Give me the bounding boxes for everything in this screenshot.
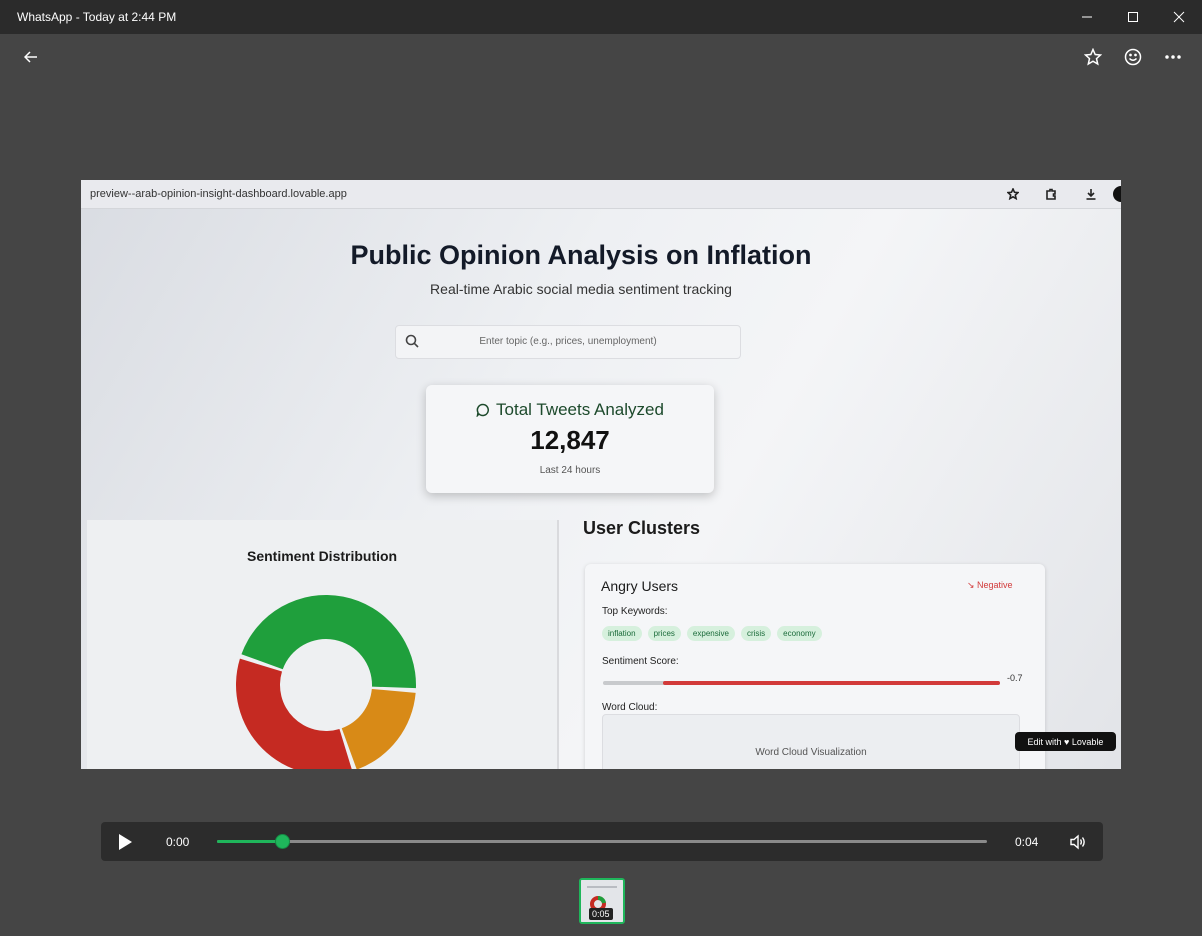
search-icon — [405, 334, 419, 353]
word-cloud-label: Word Cloud: — [602, 702, 658, 713]
keyword-tag: inflation — [602, 626, 642, 641]
play-button[interactable] — [115, 832, 135, 852]
react-button[interactable] — [1120, 44, 1146, 70]
word-cloud-placeholder: Word Cloud Visualization — [755, 747, 867, 758]
star-button[interactable] — [1080, 44, 1106, 70]
sentiment-title: Sentiment Distribution — [247, 548, 398, 564]
minimize-icon — [1082, 16, 1092, 18]
video-frame[interactable]: preview--arab-opinion-insight-dashboard.… — [81, 180, 1121, 769]
thumbnail-duration: 0:05 — [589, 908, 613, 920]
keyword-tag: prices — [647, 626, 681, 641]
word-cloud-box: Word Cloud Visualization — [602, 714, 1020, 769]
maximize-icon — [1128, 12, 1138, 22]
bookmark-star-icon — [1005, 186, 1021, 202]
total-tweets-card: Total Tweets Analyzed 12,847 Last 24 hou… — [426, 385, 714, 493]
sentiment-score-fill — [662, 681, 1000, 685]
more-button[interactable] — [1160, 44, 1186, 70]
minimize-button[interactable] — [1064, 0, 1110, 34]
seek-progress — [217, 840, 283, 843]
sentiment-panel: Sentiment Distribution — [87, 520, 559, 769]
browser-address-bar: preview--arab-opinion-insight-dashboard.… — [81, 180, 1121, 209]
total-tweets-sublabel: Last 24 hours — [539, 465, 601, 476]
title-bar: WhatsApp - Today at 2:44 PM — [0, 0, 1202, 34]
keyword-tag: expensive — [686, 626, 735, 641]
sentiment-score-label: Sentiment Score: — [602, 656, 679, 667]
media-thumbnail[interactable]: 0:05 — [579, 878, 625, 924]
keyword-tags: inflation prices expensive crisis econom… — [602, 626, 822, 641]
profile-avatar — [1113, 186, 1121, 202]
sentiment-donut-chart — [236, 595, 416, 769]
user-clusters-title: User Clusters — [583, 518, 701, 538]
current-time: 0:00 — [166, 835, 190, 849]
emoji-icon — [1124, 48, 1142, 66]
volume-button[interactable] — [1069, 833, 1087, 851]
dashboard-title: Public Opinion Analysis on Inflation — [350, 240, 812, 270]
close-button[interactable] — [1156, 0, 1202, 34]
seek-bar[interactable] — [217, 834, 987, 849]
window-title: WhatsApp - Today at 2:44 PM — [17, 10, 177, 24]
topic-search-input: Enter topic (e.g., prices, unemployment) — [395, 325, 741, 359]
donut-segment-negative — [236, 658, 352, 769]
volume-icon — [1070, 834, 1085, 850]
arrow-left-icon — [24, 51, 37, 63]
sentiment-score-bar — [603, 681, 1000, 685]
donut-segment-positive — [241, 595, 416, 689]
donut-segment-neutral — [341, 689, 416, 769]
sentiment-score-value: -0.7 — [1007, 673, 1023, 683]
keyword-tag: economy — [777, 626, 822, 641]
total-tweets-label: Total Tweets Analyzed — [426, 400, 714, 420]
star-icon — [1084, 48, 1102, 66]
lovable-badge: Edit with ♥ Lovable — [1015, 732, 1116, 751]
browser-url: preview--arab-opinion-insight-dashboard.… — [90, 188, 347, 200]
maximize-button[interactable] — [1110, 0, 1156, 34]
close-icon — [1173, 11, 1185, 23]
media-player-bar: 0:00 0:04 — [101, 822, 1103, 861]
seek-thumb[interactable] — [275, 834, 291, 849]
back-button[interactable] — [18, 44, 44, 70]
keyword-tag: crisis — [740, 626, 772, 641]
more-icon — [1165, 55, 1181, 59]
message-circle-icon — [476, 403, 490, 418]
download-icon — [1083, 186, 1099, 202]
dashboard-subtitle: Real-time Arabic social media sentiment … — [430, 281, 732, 297]
top-keywords-label: Top Keywords: — [602, 606, 668, 617]
angry-users-cluster-card: Angry Users ↘ Negative Top Keywords: inf… — [585, 564, 1045, 769]
extensions-icon — [1043, 186, 1059, 202]
play-icon — [119, 834, 132, 850]
window-controls — [1064, 0, 1202, 34]
cluster-name: Angry Users — [601, 578, 679, 594]
negative-badge: ↘ Negative — [967, 580, 1013, 590]
search-placeholder: Enter topic (e.g., prices, unemployment) — [479, 336, 657, 347]
duration-time: 0:04 — [1015, 835, 1039, 849]
total-tweets-value: 12,847 — [530, 425, 610, 455]
